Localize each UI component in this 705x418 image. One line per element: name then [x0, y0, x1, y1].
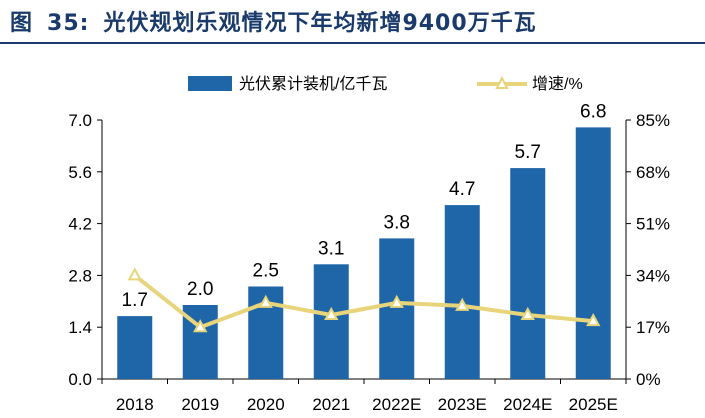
growth-line	[127, 267, 601, 333]
left-tick-label: 7.0	[68, 111, 92, 130]
right-tick-label: 34%	[636, 266, 670, 285]
legend: 光伏累计装机/亿千瓦 增速/%	[188, 75, 583, 93]
x-tick-label: 2020	[247, 395, 285, 414]
bar-value-label: 2.5	[253, 261, 279, 282]
left-tick-label: 0.0	[68, 370, 92, 389]
figure-title: 图 35: 光伏规划乐观情况下年均新增9400万千瓦	[10, 5, 537, 37]
x-tick-label: 2019	[181, 395, 219, 414]
right-tick-label: 85%	[636, 111, 670, 130]
figure-number: 35:	[47, 11, 90, 36]
bar	[379, 238, 415, 379]
growth-point	[127, 267, 142, 281]
chart-title: 光伏规划乐观情况下年均新增9400万千瓦	[103, 11, 537, 36]
bar-value-label: 1.7	[122, 290, 148, 311]
bar-value-label: 3.1	[318, 238, 344, 259]
growth-point	[258, 294, 273, 308]
growth-point	[586, 313, 601, 327]
figure-title-bar: 图 35: 光伏规划乐观情况下年均新增9400万千瓦	[0, 0, 705, 44]
bar-value-label: 3.8	[384, 212, 410, 233]
growth-point	[455, 297, 470, 311]
bar	[444, 205, 480, 379]
bar-value-labels: 1.7 2.0 2.5 3.1 3.8 4.7 5.7 6.8	[122, 101, 607, 311]
left-tick-label: 1.4	[68, 318, 92, 337]
figure-label: 图	[10, 11, 34, 36]
bar	[510, 168, 546, 379]
right-tick-label: 0%	[636, 370, 661, 389]
bar	[313, 264, 349, 379]
growth-point	[324, 306, 339, 321]
legend-line-marker	[495, 75, 509, 89]
right-tick-label: 51%	[636, 215, 670, 234]
legend-bar-label: 光伏累计装机/亿千瓦	[239, 75, 387, 93]
x-tick-label: 2025E	[569, 395, 618, 414]
bar-value-label: 5.7	[515, 142, 541, 163]
bar-value-label: 4.7	[449, 179, 475, 200]
bar	[575, 127, 611, 380]
x-tick-label: 2022E	[372, 395, 421, 414]
bar-value-label: 6.8	[580, 101, 606, 122]
growth-line-path	[133, 273, 594, 330]
x-tick-label: 2021	[312, 395, 350, 414]
bar	[117, 316, 153, 379]
right-tick-label: 68%	[636, 163, 670, 182]
legend-line-label: 增速/%	[532, 75, 583, 93]
left-tick-label: 4.2	[68, 215, 92, 234]
x-tick-label: 2024E	[503, 395, 552, 414]
growth-point	[193, 319, 208, 333]
bars	[117, 127, 611, 380]
legend-bar-swatch	[188, 76, 232, 91]
x-tick-label: 2023E	[438, 395, 487, 414]
right-tick-label: 17%	[636, 318, 670, 337]
bar-value-label: 2.0	[187, 279, 213, 300]
x-tick-label: 2018	[116, 395, 154, 414]
left-tick-label: 2.8	[68, 266, 92, 285]
left-tick-label: 5.6	[68, 163, 92, 182]
growth-point	[520, 306, 535, 321]
growth-point	[389, 294, 404, 308]
